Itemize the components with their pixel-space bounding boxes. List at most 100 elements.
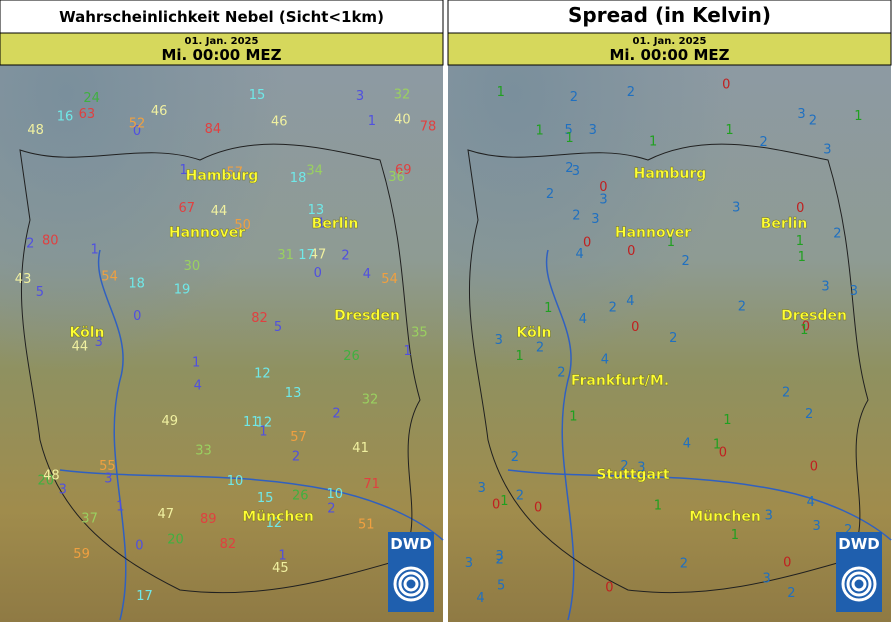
logo-spiral [393, 566, 429, 602]
station-value: 43 [15, 272, 32, 287]
panel-date: 01. Jan. 2025 [185, 36, 259, 47]
station-value: 0 [802, 319, 810, 334]
station-value: 1 [723, 413, 731, 428]
header-time-box [0, 32, 444, 66]
station-value: 2 [327, 502, 335, 517]
station-value: 3 [478, 481, 486, 496]
station-value: 57 [227, 166, 244, 181]
station-value: 3 [823, 143, 831, 158]
station-value: 0 [631, 320, 639, 335]
station-value: 19 [174, 282, 191, 297]
station-value: 3 [59, 483, 67, 498]
station-value: 35 [411, 326, 428, 341]
station-value: 55 [99, 459, 116, 474]
station-value: 4 [626, 294, 634, 309]
station-value: 54 [101, 270, 118, 285]
logo-spiral [398, 571, 424, 597]
station-value: 4 [576, 247, 584, 262]
station-value: 78 [420, 120, 437, 135]
station-value: 0 [314, 266, 322, 281]
logo-spiral [403, 576, 419, 592]
station-value: 13 [285, 386, 302, 401]
station-value: 1 [654, 498, 662, 513]
station-value: 2 [496, 552, 504, 567]
station-value: 5 [565, 123, 573, 138]
station-value: 52 [129, 116, 146, 131]
station-value: 4 [363, 267, 371, 282]
station-value: 0 [783, 556, 791, 571]
station-value: 3 [465, 556, 473, 571]
station-value: 2 [516, 489, 524, 504]
station-value: 1 [569, 410, 577, 425]
panel-title: Wahrscheinlichkeit Nebel (Sicht<1km) [59, 8, 384, 26]
station-value: 2 [682, 254, 690, 269]
station-value: 1 [404, 344, 412, 359]
station-value: 18 [290, 171, 307, 186]
city-label: Hamburg [634, 166, 707, 182]
logo-spiral [841, 566, 877, 602]
station-value: 1 [497, 85, 505, 100]
station-value: 12 [254, 367, 271, 382]
city-label: München [242, 509, 314, 525]
dwd-logo: DWD [388, 532, 434, 612]
header-title-box [447, 0, 892, 34]
station-value: 40 [394, 113, 411, 128]
station-value: 82 [251, 311, 268, 326]
station-value: 2 [546, 187, 554, 202]
station-value: 3 [591, 212, 599, 227]
station-value: 34 [306, 163, 323, 178]
city-label: Hamburg [186, 168, 259, 184]
station-value: 0 [133, 124, 141, 139]
station-value: 0 [627, 244, 635, 259]
station-value: 1 [713, 438, 721, 453]
station-value: 3 [572, 164, 580, 179]
station-value: 2 [565, 161, 573, 176]
station-value: 1 [91, 243, 99, 258]
station-value: 0 [534, 500, 542, 515]
station-value: 0 [583, 235, 591, 250]
station-value: 3 [589, 123, 597, 138]
city-label: Hannover [169, 225, 245, 241]
station-value: 3 [797, 107, 805, 122]
station-value: 1 [180, 163, 188, 178]
station-value: 5 [274, 320, 282, 335]
station-value: 24 [83, 91, 100, 106]
river [97, 249, 127, 621]
station-value: 67 [179, 201, 196, 216]
city-label: Köln [70, 325, 105, 341]
station-value: 0 [605, 581, 613, 596]
station-value: 63 [79, 107, 96, 122]
station-value: 1 [259, 425, 267, 440]
station-value: 48 [27, 123, 44, 138]
station-value: 47 [310, 248, 327, 263]
station-value: 2 [292, 450, 300, 465]
station-value: 1 [667, 235, 675, 250]
station-value: 1 [116, 500, 124, 515]
border [467, 143, 869, 594]
station-value: 2 [609, 301, 617, 316]
station-value: 20 [167, 533, 184, 548]
station-value: 2 [620, 459, 628, 474]
station-value: 0 [135, 539, 143, 554]
logo-text: DWD [838, 535, 879, 553]
station-value: 2 [809, 114, 817, 129]
station-value: 33 [195, 444, 212, 459]
station-value: 54 [381, 272, 398, 287]
station-value: 2 [805, 407, 813, 422]
station-value: 10 [327, 487, 344, 502]
station-value: 1 [649, 134, 657, 149]
station-value: 41 [352, 441, 369, 456]
station-value: 16 [57, 109, 74, 124]
station-value: 46 [271, 115, 288, 130]
station-value: 17 [136, 589, 153, 604]
station-value: 3 [95, 335, 103, 350]
station-value: 13 [308, 203, 325, 218]
station-value: 26 [343, 349, 360, 364]
station-value: 1 [278, 548, 286, 563]
station-value: 4 [601, 352, 609, 367]
logo-spiral [851, 576, 867, 592]
station-value: 1 [798, 250, 806, 265]
river [59, 469, 444, 541]
station-value: 2 [787, 586, 795, 601]
